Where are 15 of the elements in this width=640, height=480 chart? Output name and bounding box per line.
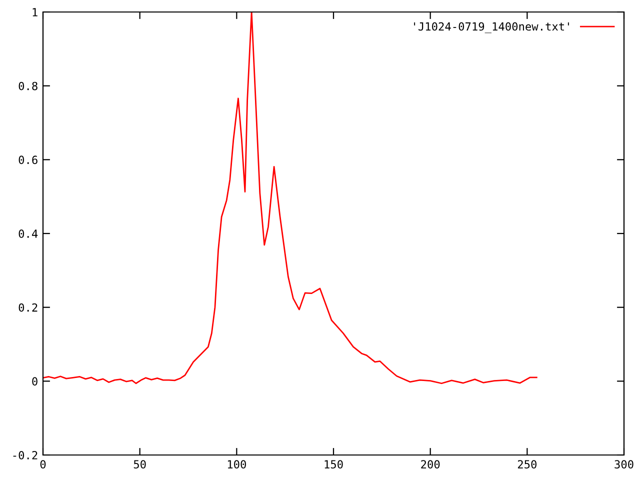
y-tick-label: 0: [32, 377, 38, 386]
y-tick-label: 0.6: [18, 156, 38, 164]
x-tick-label: 300: [614, 460, 634, 469]
x-tick-label: 150: [324, 460, 343, 469]
y-tick-label: 0.4: [18, 230, 38, 238]
y-tick-label: 1: [32, 8, 38, 16]
x-tick-label: 0: [40, 460, 46, 469]
y-tick-label: 0.8: [18, 82, 38, 90]
x-tick-label: 200: [421, 460, 440, 469]
x-tick-label: 250: [518, 460, 536, 469]
legend-label: 'J1024-0719_1400new.txt': [414, 22, 569, 34]
x-tick-label: 100: [228, 460, 246, 469]
x-tick-label: 50: [134, 460, 146, 469]
y-tick-label: -0.2: [13, 451, 38, 460]
y-tick-label: 0.2: [18, 303, 38, 312]
